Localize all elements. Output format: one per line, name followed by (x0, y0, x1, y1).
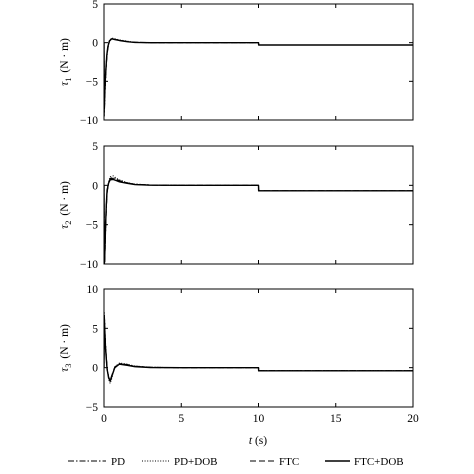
legend-label: FTC (279, 456, 299, 468)
y-axis-label: τ3 (N · m) (59, 324, 73, 372)
series-pd (104, 38, 413, 117)
axes-frame (103, 3, 414, 121)
y-axis-symbol: τ (59, 81, 71, 86)
y-axis-unit: (N · m) (59, 324, 71, 362)
series-pd-plus-dob (104, 313, 413, 384)
series-ftc-plus-dob (104, 178, 413, 264)
x-axis-symbol: t (249, 435, 253, 447)
x-tick-label: 5 (178, 413, 184, 425)
y-axis-symbol: τ (59, 224, 71, 229)
series-pd-plus-dob (104, 37, 413, 113)
x-axis-unit: (s) (252, 435, 267, 447)
y-axis-subscript: 2 (63, 221, 73, 225)
y-tick-label: 0 (92, 38, 98, 50)
y-axis-subscript: 1 (63, 78, 73, 82)
y-tick-label: −10 (80, 259, 98, 271)
y-axis-unit: (N · m) (59, 181, 71, 219)
legend-item: PD+DOB (142, 456, 218, 468)
y-tick-label: 10 (87, 284, 99, 296)
legend-item: PD (68, 456, 125, 468)
legend: PD PD+DOB FTC FTC+DOB (68, 456, 404, 468)
x-tick-label: 0 (101, 413, 107, 425)
y-tick-label: −5 (86, 220, 98, 232)
axes-frame (103, 288, 414, 408)
x-tick-label: 15 (330, 413, 342, 425)
y-axis-subscript: 3 (63, 364, 73, 368)
y-tick-label: 5 (92, 323, 98, 335)
legend-item: FTC+DOB (325, 456, 404, 468)
y-tick-label: 5 (92, 0, 98, 11)
y-tick-label: 5 (92, 141, 98, 153)
y-tick-label: −5 (86, 76, 98, 88)
x-tick-label: 20 (407, 413, 419, 425)
y-tick-label: 0 (92, 180, 98, 192)
y-axis-label: τ1 (N · m) (59, 38, 73, 86)
legend-label: FTC+DOB (354, 456, 404, 468)
series-ftc-plus-dob (104, 317, 413, 382)
subplot-2: −10 −5 0 5 τ2 (N · m) (59, 141, 414, 271)
x-tick-label: 10 (253, 413, 265, 425)
subplot-1: −10 −5 0 5 τ1 (N · m) (59, 0, 414, 127)
y-axis-symbol: τ (59, 367, 71, 372)
series-ftc-plus-dob (104, 38, 413, 110)
series-ftc (104, 37, 413, 112)
axes-frame (103, 145, 414, 265)
y-tick-label: 0 (92, 363, 98, 375)
legend-label: PD (111, 456, 125, 468)
y-tick-label: −10 (80, 115, 98, 127)
y-tick-label: −5 (86, 402, 98, 414)
legend-item: FTC (250, 456, 299, 468)
y-axis-unit: (N · m) (59, 38, 71, 76)
y-axis-label: τ2 (N · m) (59, 181, 73, 229)
legend-label: PD+DOB (174, 456, 218, 468)
x-axis-label: t (s) (249, 435, 267, 447)
